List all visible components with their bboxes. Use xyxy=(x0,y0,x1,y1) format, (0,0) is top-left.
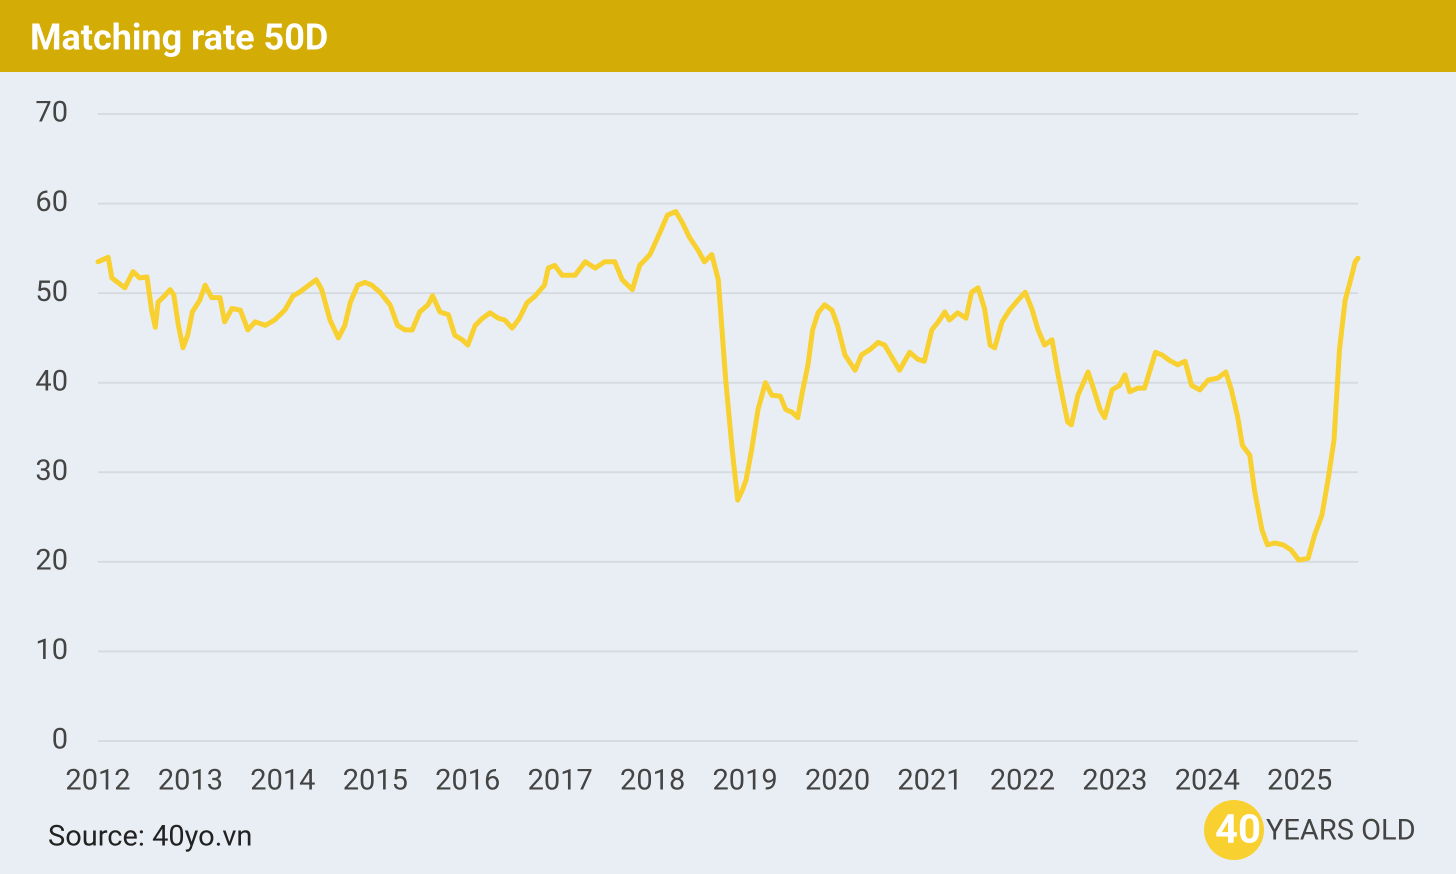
y-tick-label: 70 xyxy=(35,96,68,130)
plot xyxy=(95,209,1361,563)
x-tick-label: 2015 xyxy=(343,764,408,798)
x-tick-label: 2025 xyxy=(1267,764,1332,798)
x-tick-label: 2023 xyxy=(1082,764,1147,798)
header-bar xyxy=(0,0,1456,72)
chart-title: Matching rate 50D xyxy=(30,17,328,59)
line xyxy=(95,209,1361,563)
y-tick-label: 30 xyxy=(35,454,68,488)
x-tick-label: 2014 xyxy=(250,764,315,798)
y-tick-label: 0 xyxy=(52,723,68,757)
logo-circle xyxy=(1204,800,1264,860)
x-tick-label: 2019 xyxy=(713,764,778,798)
x-tick-label: 2017 xyxy=(528,764,593,798)
grid: 0 10 20 30 40 50 60 70 2012 2013 2014 2015 2016 2017 2… xyxy=(35,96,1358,798)
x-tick-label: 2021 xyxy=(897,764,962,798)
x-tick-label: 2013 xyxy=(158,764,223,798)
x-tick-label: 2012 xyxy=(65,764,130,798)
x-tick-label: 2018 xyxy=(620,764,685,798)
y-tick-label: 10 xyxy=(35,633,68,667)
x-tick-label: 2024 xyxy=(1175,764,1240,798)
x-tick-label: 2016 xyxy=(435,764,500,798)
x-tick-label: 2020 xyxy=(805,764,870,798)
logo-number: 40 xyxy=(1215,806,1261,853)
x-tick-label: 2022 xyxy=(990,764,1055,798)
y-tick-label: 20 xyxy=(35,544,68,578)
source: Source: 40yo.vn xyxy=(48,820,252,854)
logo-text: YEARS OLD xyxy=(1266,814,1416,848)
y-tick-label: 40 xyxy=(35,364,68,398)
y-tick-label: 50 xyxy=(35,275,68,309)
y-tick-label: 60 xyxy=(35,185,68,219)
